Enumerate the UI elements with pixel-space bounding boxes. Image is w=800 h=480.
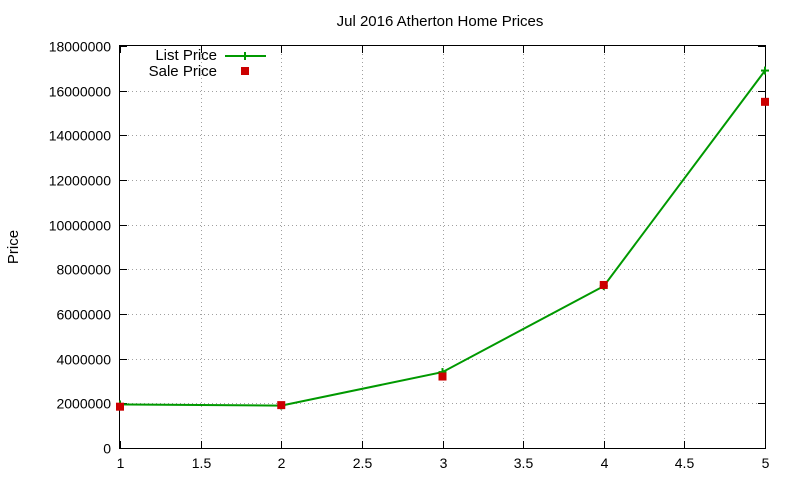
sale-price-point bbox=[761, 97, 769, 106]
list-price-point bbox=[761, 66, 769, 75]
x-tick-label: 5 bbox=[762, 455, 770, 471]
legend-label: Sale Price bbox=[149, 63, 217, 80]
x-tick-label: 1.5 bbox=[192, 455, 212, 471]
legend-entry-sale-price: Sale Price bbox=[149, 63, 249, 80]
x-tick-label: 2 bbox=[278, 455, 286, 471]
x-tick-label: 4 bbox=[601, 455, 609, 471]
list-price-line bbox=[119, 70, 766, 407]
y-tick-label: 4000000 bbox=[56, 352, 111, 368]
grid bbox=[120, 46, 765, 448]
x-tick-label: 3.5 bbox=[514, 455, 534, 471]
y-tick-label: 6000000 bbox=[56, 307, 111, 323]
legend-entry-list-price: List Price bbox=[155, 47, 266, 64]
y-tick-label: 12000000 bbox=[49, 173, 112, 189]
sale-price-point bbox=[277, 401, 286, 410]
plot-frame bbox=[119, 45, 766, 449]
sale-price-point bbox=[599, 280, 608, 289]
chart-title: Jul 2016 Atherton Home Prices bbox=[337, 13, 544, 30]
x-tick-label: 3 bbox=[440, 455, 448, 471]
y-tick-label: 0 bbox=[103, 441, 111, 457]
x-axis: 1 1.5 2 2.5 3 3.5 4 4.5 5 bbox=[117, 46, 770, 471]
y-axis-label: Price bbox=[5, 230, 22, 264]
y-tick-label: 8000000 bbox=[56, 262, 111, 278]
series-layer bbox=[116, 66, 769, 411]
legend-label: List Price bbox=[155, 47, 217, 64]
y-tick-label: 2000000 bbox=[56, 396, 111, 412]
sale-price-point bbox=[116, 402, 124, 411]
sale-price-point bbox=[438, 372, 447, 381]
y-tick-label: 10000000 bbox=[49, 218, 112, 234]
x-tick-label: 4.5 bbox=[675, 455, 695, 471]
x-tick-label: 2.5 bbox=[353, 455, 373, 471]
y-axis: 0 2000000 4000000 6000000 8000000 10000000 120… bbox=[49, 39, 765, 457]
legend-square-marker bbox=[241, 67, 249, 75]
x-tick-label: 1 bbox=[117, 455, 125, 471]
y-tick-label: 18000000 bbox=[49, 39, 112, 55]
y-tick-label: 16000000 bbox=[49, 84, 112, 100]
y-tick-label: 14000000 bbox=[49, 128, 112, 144]
